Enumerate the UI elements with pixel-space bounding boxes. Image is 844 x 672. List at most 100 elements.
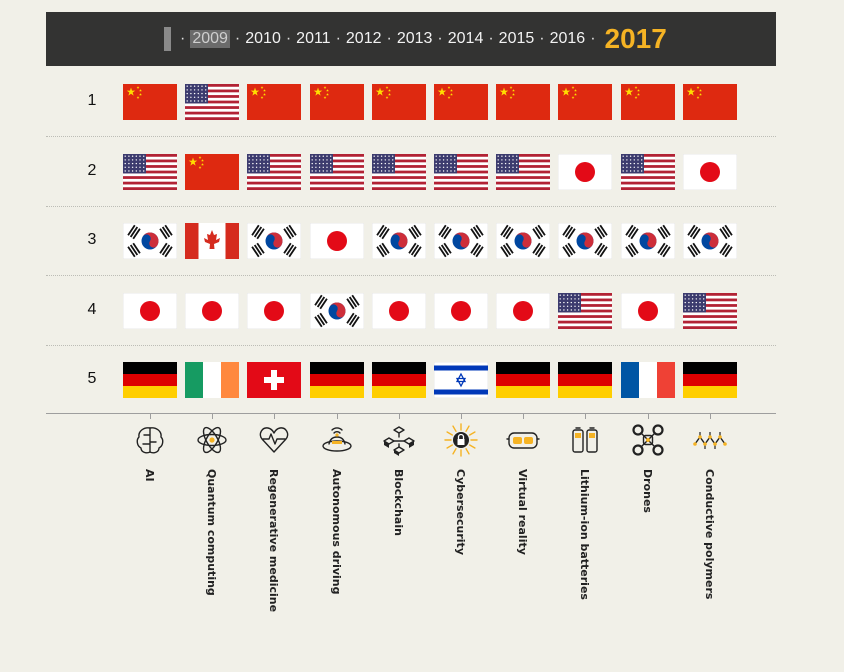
- brain-icon: [136, 427, 164, 454]
- flag-south-korea[interactable]: [123, 223, 177, 259]
- year-separator: ·: [180, 30, 186, 47]
- atom-icon: [197, 426, 227, 454]
- flag-germany[interactable]: [309, 362, 364, 398]
- year-separator: ·: [234, 30, 241, 47]
- flag-china[interactable]: [371, 84, 426, 120]
- drone-icon: [631, 424, 664, 456]
- year-separator: ·: [488, 30, 494, 47]
- flag-china[interactable]: [682, 84, 737, 120]
- flag-japan[interactable]: [434, 292, 488, 329]
- flag-usa[interactable]: [558, 292, 613, 329]
- year-separator: ·: [386, 30, 392, 47]
- autonomous-car-icon: [321, 427, 352, 452]
- flag-germany[interactable]: [371, 362, 426, 398]
- rank-label: 5: [87, 370, 97, 387]
- flag-usa[interactable]: [682, 292, 737, 329]
- technology-label: Virtual reality: [516, 469, 530, 555]
- flag-south-korea[interactable]: [434, 223, 488, 259]
- flag-france[interactable]: [620, 362, 675, 398]
- flag-japan[interactable]: [247, 292, 302, 329]
- flag-usa[interactable]: [434, 153, 488, 190]
- year-2015[interactable]: 2015: [498, 30, 535, 47]
- flag-south-korea[interactable]: [682, 223, 737, 259]
- year-2016[interactable]: 2016: [549, 30, 586, 47]
- flag-south-korea[interactable]: [309, 292, 364, 329]
- technology-label: AI: [143, 469, 156, 482]
- flag-south-korea[interactable]: [496, 223, 551, 259]
- row-divider: [46, 205, 776, 207]
- flag-china[interactable]: [558, 84, 613, 120]
- year-separator: ·: [285, 30, 292, 47]
- flag-china[interactable]: [620, 84, 675, 120]
- technology-label: Autonomous driving: [329, 469, 343, 595]
- flag-japan[interactable]: [185, 292, 240, 329]
- battery-icon: [572, 427, 599, 453]
- blockchain-icon: [383, 426, 415, 456]
- flag-japan[interactable]: [371, 292, 426, 329]
- flag-germany[interactable]: [682, 362, 737, 398]
- timeline-slider-handle[interactable]: [164, 27, 171, 51]
- lock-shield-icon: [444, 423, 478, 457]
- flag-japan[interactable]: [309, 223, 364, 259]
- flag-china[interactable]: [185, 153, 240, 190]
- technology-label: Regenerative medicine: [267, 469, 281, 613]
- flag-usa[interactable]: [185, 84, 240, 120]
- rank-label: 2: [87, 161, 97, 179]
- polymer-molecule-icon: [692, 432, 727, 449]
- flag-china[interactable]: [123, 84, 177, 120]
- flag-usa[interactable]: [309, 153, 364, 190]
- technology-label: Conductive polymers: [702, 469, 716, 600]
- flag-ireland[interactable]: [185, 362, 240, 398]
- year-2013[interactable]: 2013: [396, 30, 433, 47]
- year-separator: ·: [590, 30, 596, 47]
- flag-israel[interactable]: [434, 362, 488, 398]
- year-2011[interactable]: 2011: [296, 30, 331, 47]
- flag-china[interactable]: [247, 84, 302, 120]
- year-2012[interactable]: 2012: [345, 30, 382, 47]
- year-separator: ·: [539, 30, 545, 47]
- flag-china[interactable]: [496, 84, 551, 120]
- flag-usa[interactable]: [123, 153, 177, 190]
- flag-germany[interactable]: [496, 362, 551, 398]
- flag-south-korea[interactable]: [620, 223, 675, 259]
- technology-label: Quantum computing: [205, 469, 219, 596]
- flag-south-korea[interactable]: [247, 223, 302, 259]
- year-separator: ·: [437, 30, 443, 47]
- flag-japan[interactable]: [620, 292, 675, 329]
- technology-label: Drones: [640, 469, 654, 513]
- flag-germany[interactable]: [123, 362, 177, 398]
- flag-usa[interactable]: [496, 153, 551, 190]
- flag-usa[interactable]: [371, 153, 426, 190]
- technology-label: Blockchain: [391, 469, 405, 536]
- year-2017[interactable]: 2017: [604, 23, 667, 54]
- flag-canada[interactable]: [185, 223, 240, 259]
- row-divider: [46, 136, 776, 137]
- flag-south-korea[interactable]: [371, 223, 426, 259]
- year-timeline-bar: · 2009 · 2010 · 2011 · 2012 · 2013 · 2014 · 2015 · 2016…: [46, 12, 776, 66]
- rank-label: 1: [87, 92, 97, 109]
- flag-japan[interactable]: [123, 292, 177, 329]
- row-divider: [46, 344, 776, 346]
- year-separator: ·: [335, 30, 341, 47]
- heart-monitor-icon: [260, 427, 289, 453]
- year-2014[interactable]: 2014: [447, 30, 484, 47]
- year-2009[interactable]: 2009: [190, 30, 230, 48]
- flag-usa[interactable]: [620, 153, 675, 190]
- flag-china[interactable]: [434, 84, 488, 120]
- row-divider: [46, 275, 776, 276]
- year-selector: · 2009 · 2010 · 2011 · 2012 · 2013 · 2014 · 2015 · 2016…: [164, 12, 667, 66]
- flag-china[interactable]: [309, 84, 364, 120]
- technology-label: Lithium-ion batteries: [578, 469, 592, 600]
- flag-usa[interactable]: [247, 153, 302, 190]
- flag-south-korea[interactable]: [558, 223, 613, 259]
- vr-headset-icon: [506, 432, 540, 449]
- flag-germany[interactable]: [558, 362, 613, 398]
- flag-japan[interactable]: [558, 153, 613, 190]
- flag-japan[interactable]: [496, 292, 551, 329]
- flag-japan[interactable]: [682, 153, 737, 190]
- year-2010[interactable]: 2010: [245, 30, 281, 47]
- rank-label: 3: [87, 231, 97, 248]
- flag-switzerland[interactable]: [247, 362, 302, 398]
- rank-label: 4: [87, 300, 97, 318]
